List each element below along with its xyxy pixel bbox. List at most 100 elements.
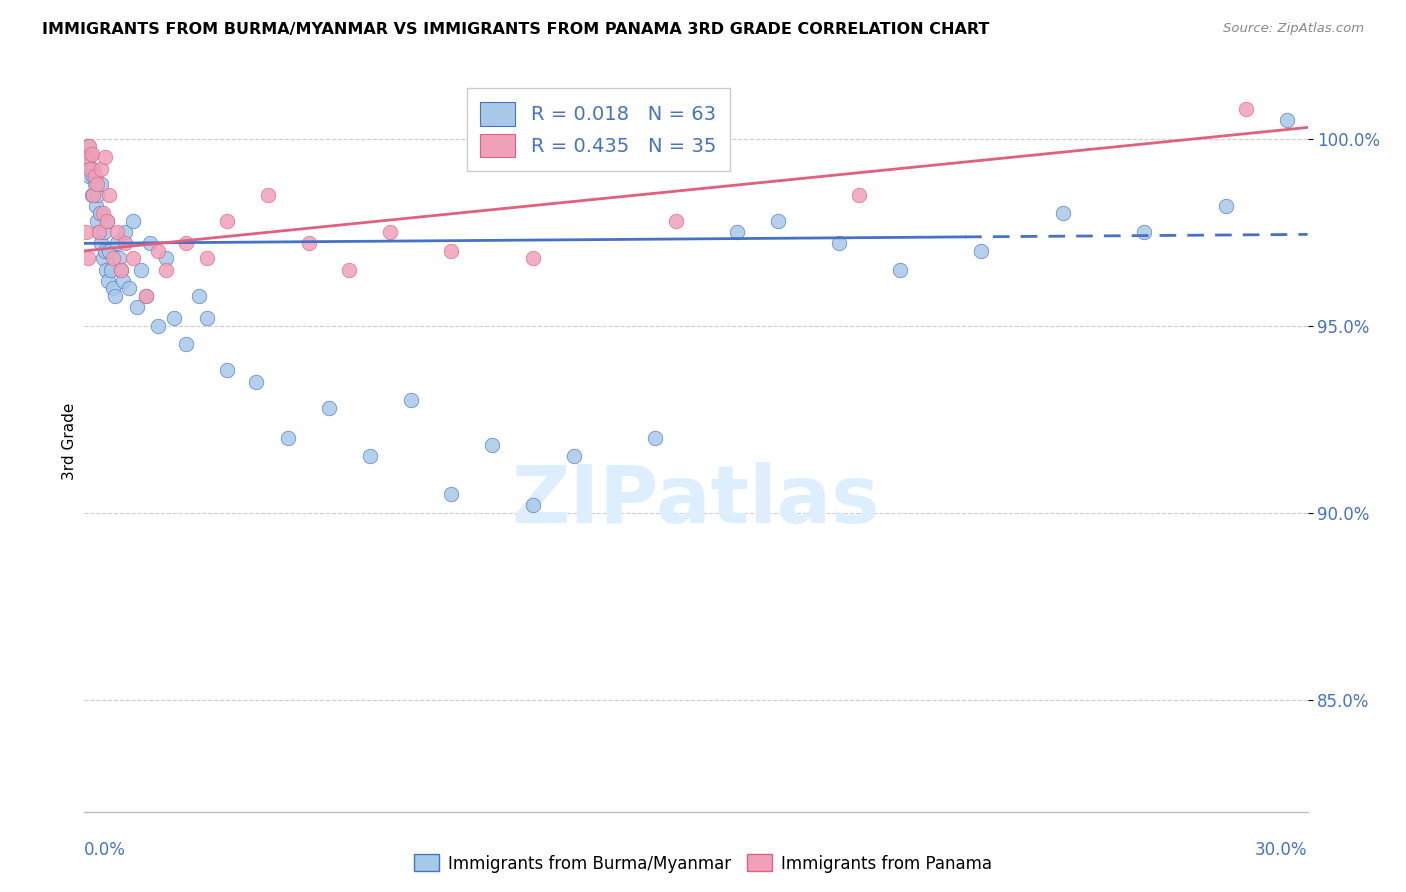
Point: [174, 236, 197, 251]
Point: [105, 236, 128, 251]
Point: [110, 262, 132, 277]
Point: [481, 438, 503, 452]
Point: [87, 225, 110, 239]
Point: [80, 187, 103, 202]
Point: [318, 401, 340, 415]
Point: [848, 187, 870, 202]
Point: [86, 214, 108, 228]
Point: [82, 187, 104, 202]
Point: [665, 214, 688, 228]
Point: [77, 150, 100, 164]
Point: [96, 214, 118, 228]
Point: [87, 225, 110, 239]
Point: [127, 300, 149, 314]
Point: [105, 225, 128, 239]
Point: [440, 244, 463, 258]
Point: [97, 187, 120, 202]
Point: [163, 311, 186, 326]
Point: [245, 375, 267, 389]
Point: [77, 139, 100, 153]
Point: [97, 244, 120, 258]
Point: [110, 262, 132, 277]
Point: [155, 252, 177, 266]
Point: [118, 281, 141, 295]
Point: [76, 252, 98, 266]
Point: [83, 169, 105, 183]
Point: [380, 225, 402, 239]
Point: [725, 225, 748, 239]
Point: [90, 236, 112, 251]
Point: [217, 214, 239, 228]
Point: [146, 318, 169, 333]
Point: [104, 289, 127, 303]
Point: [83, 177, 105, 191]
Point: [766, 214, 789, 228]
Point: [75, 225, 97, 239]
Point: [174, 337, 197, 351]
Point: [90, 161, 112, 176]
Point: [108, 252, 131, 266]
Point: [76, 150, 98, 164]
Point: [93, 244, 115, 258]
Point: [90, 177, 112, 191]
Point: [96, 214, 118, 228]
Text: 30.0%: 30.0%: [1256, 841, 1308, 859]
Point: [522, 252, 544, 266]
Point: [79, 146, 101, 161]
Point: [93, 225, 115, 239]
Point: [77, 139, 100, 153]
Point: [89, 206, 111, 220]
Point: [970, 244, 993, 258]
Point: [94, 262, 117, 277]
Point: [138, 236, 160, 251]
Point: [1133, 225, 1156, 239]
Point: [187, 289, 209, 303]
Point: [100, 262, 122, 277]
Point: [399, 393, 422, 408]
Point: [77, 169, 100, 183]
Point: [1236, 102, 1258, 116]
Point: [122, 252, 145, 266]
Point: [79, 161, 101, 176]
Point: [195, 311, 218, 326]
Point: [82, 161, 104, 176]
Point: [146, 244, 169, 258]
Point: [135, 289, 157, 303]
Point: [101, 252, 124, 266]
Y-axis label: 3rd Grade: 3rd Grade: [62, 403, 77, 480]
Point: [97, 274, 120, 288]
Point: [195, 252, 218, 266]
Point: [112, 274, 135, 288]
Point: [828, 236, 851, 251]
Point: [131, 262, 153, 277]
Point: [93, 150, 115, 164]
Point: [257, 187, 280, 202]
Point: [86, 177, 108, 191]
Point: [1052, 206, 1074, 220]
Point: [135, 289, 157, 303]
Text: Source: ZipAtlas.com: Source: ZipAtlas.com: [1223, 22, 1364, 36]
Point: [217, 363, 239, 377]
Point: [91, 206, 114, 220]
Legend: Immigrants from Burma/Myanmar, Immigrants from Panama: Immigrants from Burma/Myanmar, Immigrant…: [408, 847, 998, 880]
Point: [75, 161, 97, 176]
Text: 0.0%: 0.0%: [84, 841, 127, 859]
Point: [440, 487, 463, 501]
Point: [101, 281, 124, 295]
Point: [84, 199, 107, 213]
Point: [339, 262, 361, 277]
Point: [298, 236, 321, 251]
Point: [522, 498, 544, 512]
Point: [86, 187, 108, 202]
Point: [91, 252, 114, 266]
Text: ZIPatlas: ZIPatlas: [512, 462, 880, 540]
Point: [562, 450, 585, 464]
Point: [277, 431, 299, 445]
Point: [1215, 199, 1237, 213]
Point: [80, 146, 103, 161]
Point: [82, 169, 104, 183]
Point: [122, 214, 145, 228]
Point: [114, 225, 136, 239]
Point: [644, 431, 666, 445]
Point: [1277, 112, 1299, 127]
